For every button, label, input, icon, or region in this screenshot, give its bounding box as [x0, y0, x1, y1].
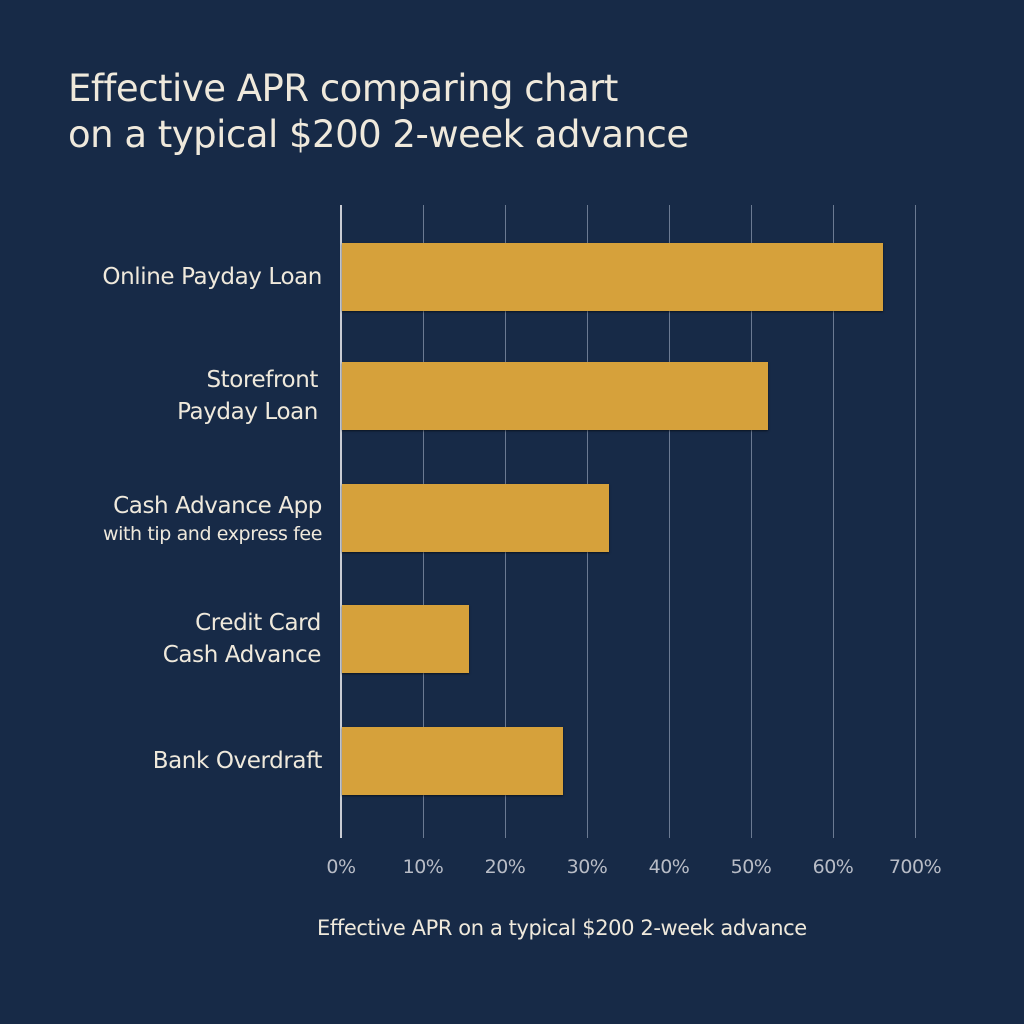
category-label: Storefront Payday Loan: [177, 364, 318, 428]
x-axis-label: Effective APR on a typical $200 2-week a…: [317, 916, 807, 940]
bar: [342, 362, 769, 430]
category-label-line: Cash Advance App: [113, 493, 322, 519]
grid-line: [833, 205, 834, 838]
bar: [342, 605, 470, 673]
category-label-line: Payday Loan: [177, 399, 318, 425]
x-tick-label: 40%: [648, 856, 690, 878]
chart-title-line-1: Effective APR comparing chart: [68, 67, 618, 110]
x-tick-label: 10%: [402, 856, 444, 878]
bar: [342, 484, 609, 552]
category-label: Cash Advance App with tip and express fee: [103, 490, 322, 546]
chart-title-line-2: on a typical $200 2-week advance: [68, 113, 689, 156]
x-tick-label: 50%: [730, 856, 772, 878]
grid-line: [669, 205, 670, 838]
x-tick-label: 20%: [484, 856, 526, 878]
category-label: Online Payday Loan: [102, 261, 322, 293]
category-label-line: Credit Card: [195, 610, 321, 636]
x-tick-label: 700%: [888, 856, 942, 878]
grid-line: [751, 205, 752, 838]
category-label-line: Cash Advance: [162, 642, 322, 668]
chart-title: Effective APR comparing chart on a typic…: [68, 66, 689, 158]
x-tick-label: 30%: [566, 856, 608, 878]
x-tick-label: 60%: [812, 856, 854, 878]
grid-line: [915, 205, 916, 838]
category-label-line: with tip and express fee: [102, 523, 322, 545]
category-label: Bank Overdraft: [152, 745, 323, 777]
bar: [342, 727, 564, 795]
bar: [342, 243, 884, 311]
category-label-line: Storefront: [206, 367, 318, 393]
y-axis-line: [340, 205, 342, 838]
category-label-line: Bank Overdraft: [152, 748, 323, 774]
category-label-line: Online Payday Loan: [102, 264, 322, 290]
x-tick-label: 0%: [326, 856, 356, 878]
category-label: Credit Card Cash Advance: [162, 607, 322, 671]
